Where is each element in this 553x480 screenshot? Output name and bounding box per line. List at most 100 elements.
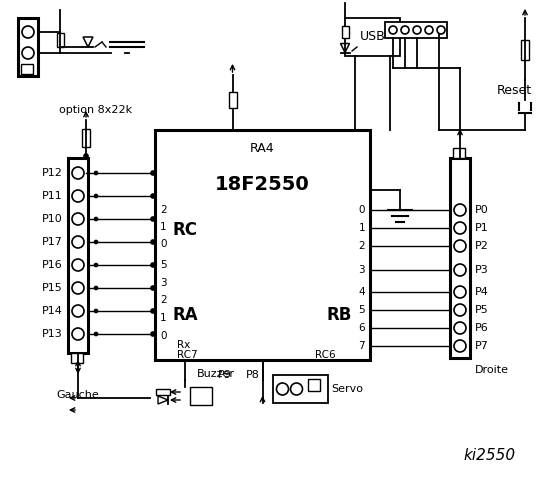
Text: P5: P5	[475, 305, 489, 315]
Text: P15: P15	[42, 283, 63, 293]
Circle shape	[72, 282, 84, 294]
Text: 5: 5	[358, 305, 365, 315]
Bar	[21, 64, 33, 74]
Circle shape	[401, 26, 409, 34]
Circle shape	[151, 171, 155, 175]
Text: 7: 7	[358, 341, 365, 351]
Circle shape	[151, 332, 155, 336]
Text: option 8x22k: option 8x22k	[59, 105, 133, 115]
Bar	[56, 33, 64, 47]
Circle shape	[95, 310, 97, 312]
Circle shape	[454, 204, 466, 216]
Text: P17: P17	[42, 237, 63, 247]
Text: RB: RB	[327, 306, 352, 324]
Text: RA4: RA4	[250, 142, 275, 155]
Circle shape	[389, 26, 397, 34]
Bar	[450, 158, 470, 358]
Circle shape	[151, 263, 155, 267]
Text: P8: P8	[246, 370, 259, 380]
Circle shape	[425, 26, 433, 34]
Bar	[342, 26, 348, 38]
Text: P6: P6	[475, 323, 489, 333]
Text: P9: P9	[218, 370, 232, 380]
Text: 1: 1	[160, 313, 166, 323]
Bar	[273, 375, 327, 403]
Circle shape	[72, 328, 84, 340]
Text: 4: 4	[358, 287, 365, 297]
Circle shape	[437, 26, 445, 34]
Text: Buzzer: Buzzer	[197, 369, 235, 379]
Bar	[156, 389, 170, 395]
Text: 1: 1	[358, 223, 365, 233]
Circle shape	[95, 264, 97, 266]
Bar	[190, 387, 212, 405]
Bar	[385, 22, 447, 38]
Text: 1: 1	[160, 222, 166, 232]
Circle shape	[72, 236, 84, 248]
Text: P2: P2	[475, 241, 489, 251]
Bar	[82, 129, 90, 147]
Circle shape	[151, 240, 155, 244]
Text: 18F2550: 18F2550	[215, 176, 310, 194]
Circle shape	[413, 26, 421, 34]
Text: 2: 2	[160, 205, 166, 215]
Text: P16: P16	[42, 260, 63, 270]
Circle shape	[22, 26, 34, 38]
Bar	[453, 148, 465, 158]
Text: ki2550: ki2550	[464, 447, 516, 463]
Text: Gauche: Gauche	[56, 390, 100, 400]
Text: Servo: Servo	[331, 384, 363, 394]
Text: RC6: RC6	[315, 350, 336, 360]
Text: 0: 0	[160, 331, 166, 341]
Bar	[228, 92, 237, 108]
Circle shape	[454, 304, 466, 316]
Circle shape	[454, 222, 466, 234]
Text: 0: 0	[160, 239, 166, 249]
Circle shape	[454, 286, 466, 298]
Text: 5: 5	[160, 260, 166, 270]
Text: 2: 2	[358, 241, 365, 251]
Circle shape	[72, 167, 84, 179]
Text: USB: USB	[359, 31, 385, 44]
Bar	[521, 40, 529, 60]
Text: P14: P14	[42, 306, 63, 316]
Text: P11: P11	[42, 191, 63, 201]
Circle shape	[22, 47, 34, 59]
Text: P12: P12	[42, 168, 63, 178]
Text: 6: 6	[358, 323, 365, 333]
Circle shape	[276, 383, 289, 395]
Text: P4: P4	[475, 287, 489, 297]
Circle shape	[84, 154, 88, 158]
Bar	[18, 18, 38, 76]
Text: Droite: Droite	[475, 365, 509, 375]
Circle shape	[72, 259, 84, 271]
Text: RA: RA	[173, 306, 199, 324]
Text: RC: RC	[173, 221, 198, 239]
Text: RC7: RC7	[177, 350, 197, 360]
Text: P1: P1	[475, 223, 489, 233]
Circle shape	[95, 171, 97, 175]
Circle shape	[454, 322, 466, 334]
Text: Rx: Rx	[177, 340, 190, 350]
Bar	[307, 379, 320, 391]
Circle shape	[72, 305, 84, 317]
Circle shape	[151, 286, 155, 290]
Text: P7: P7	[475, 341, 489, 351]
Bar	[71, 353, 83, 363]
Text: 2: 2	[160, 295, 166, 305]
Circle shape	[151, 309, 155, 313]
Circle shape	[95, 217, 97, 220]
Circle shape	[454, 264, 466, 276]
Circle shape	[95, 240, 97, 243]
Bar	[345, 18, 400, 56]
Circle shape	[72, 213, 84, 225]
Circle shape	[454, 340, 466, 352]
Circle shape	[95, 194, 97, 197]
Circle shape	[151, 194, 155, 198]
Bar	[68, 158, 88, 353]
Text: P0: P0	[475, 205, 489, 215]
Text: Reset: Reset	[497, 84, 532, 96]
Text: 3: 3	[160, 278, 166, 288]
Circle shape	[290, 383, 302, 395]
Text: 3: 3	[358, 265, 365, 275]
